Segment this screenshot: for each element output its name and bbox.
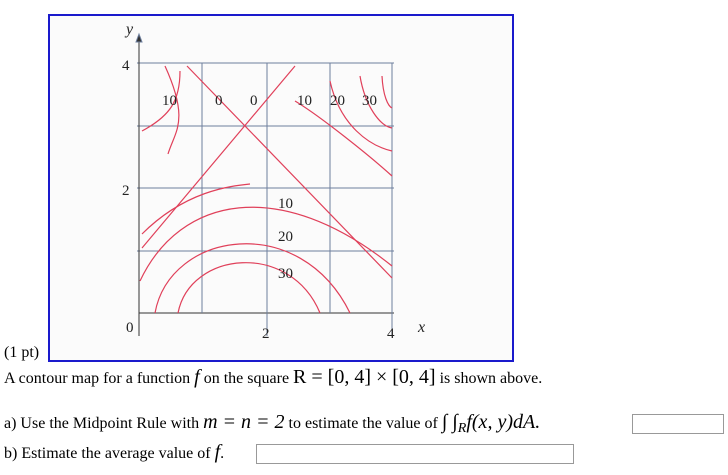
contour-label: 20	[330, 93, 345, 109]
contour	[359, 75, 393, 129]
statement: A contour map for a function f on the sq…	[4, 366, 542, 389]
contour	[381, 75, 393, 109]
text: to estimate the value of	[288, 415, 438, 432]
math: f(x, y)dA.	[466, 411, 541, 433]
contour-label: 10	[162, 93, 177, 109]
math: R = [0, 4] × [0, 4]	[293, 366, 436, 388]
contour-label: 10	[297, 93, 312, 109]
part-b: b) Estimate the average value of f.	[4, 441, 224, 464]
contour-label: 10	[278, 196, 293, 212]
tick-label: 2	[262, 326, 270, 342]
contour	[141, 65, 296, 249]
contours	[139, 65, 393, 314]
text: is shown above.	[439, 370, 543, 387]
math: f	[194, 366, 200, 388]
contour	[164, 65, 180, 155]
contour	[186, 65, 393, 279]
part-a: a) Use the Midpoint Rule with m = n = 2 …	[4, 411, 540, 437]
contour-map: y x 4 2 0 2 4 10 0 0 10 20 30 10 20 30	[122, 21, 425, 342]
math: f	[214, 441, 221, 463]
contour-label: 0	[250, 93, 258, 109]
contour	[154, 243, 351, 314]
points: (1 pt)	[4, 344, 40, 361]
contour-label: 30	[362, 93, 377, 109]
contour-figure: y x 4 2 0 2 4 10 0 0 10 20 30 10 20 30	[48, 14, 514, 362]
tick-label: 4	[122, 58, 130, 74]
contour-label: 30	[278, 266, 293, 282]
y-arrow	[135, 32, 143, 43]
text: a) Use the Midpoint Rule with	[4, 415, 200, 432]
contour	[177, 262, 321, 314]
contour	[141, 70, 181, 132]
contour	[139, 206, 393, 282]
tick-label: 4	[387, 326, 395, 342]
contour-label: 20	[278, 229, 293, 245]
axis-label: y	[124, 21, 134, 38]
contour	[329, 80, 393, 152]
tick-label: 2	[122, 183, 130, 199]
tick-label: 0	[126, 320, 134, 336]
math: ∫ ∫	[441, 411, 458, 433]
contour-label: 0	[215, 93, 223, 109]
text: on the square	[203, 370, 290, 387]
text: b) Estimate the average value of	[4, 445, 211, 462]
grid	[135, 32, 394, 336]
contour	[141, 183, 251, 235]
answer-b-input[interactable]	[256, 444, 574, 464]
text: A contour map for a function	[4, 370, 191, 387]
text: .	[220, 445, 225, 462]
math: R	[457, 421, 467, 437]
contour	[294, 100, 393, 177]
axis-label: x	[417, 319, 425, 336]
math: m = n = 2	[203, 411, 285, 433]
answer-a-input[interactable]	[632, 414, 724, 434]
